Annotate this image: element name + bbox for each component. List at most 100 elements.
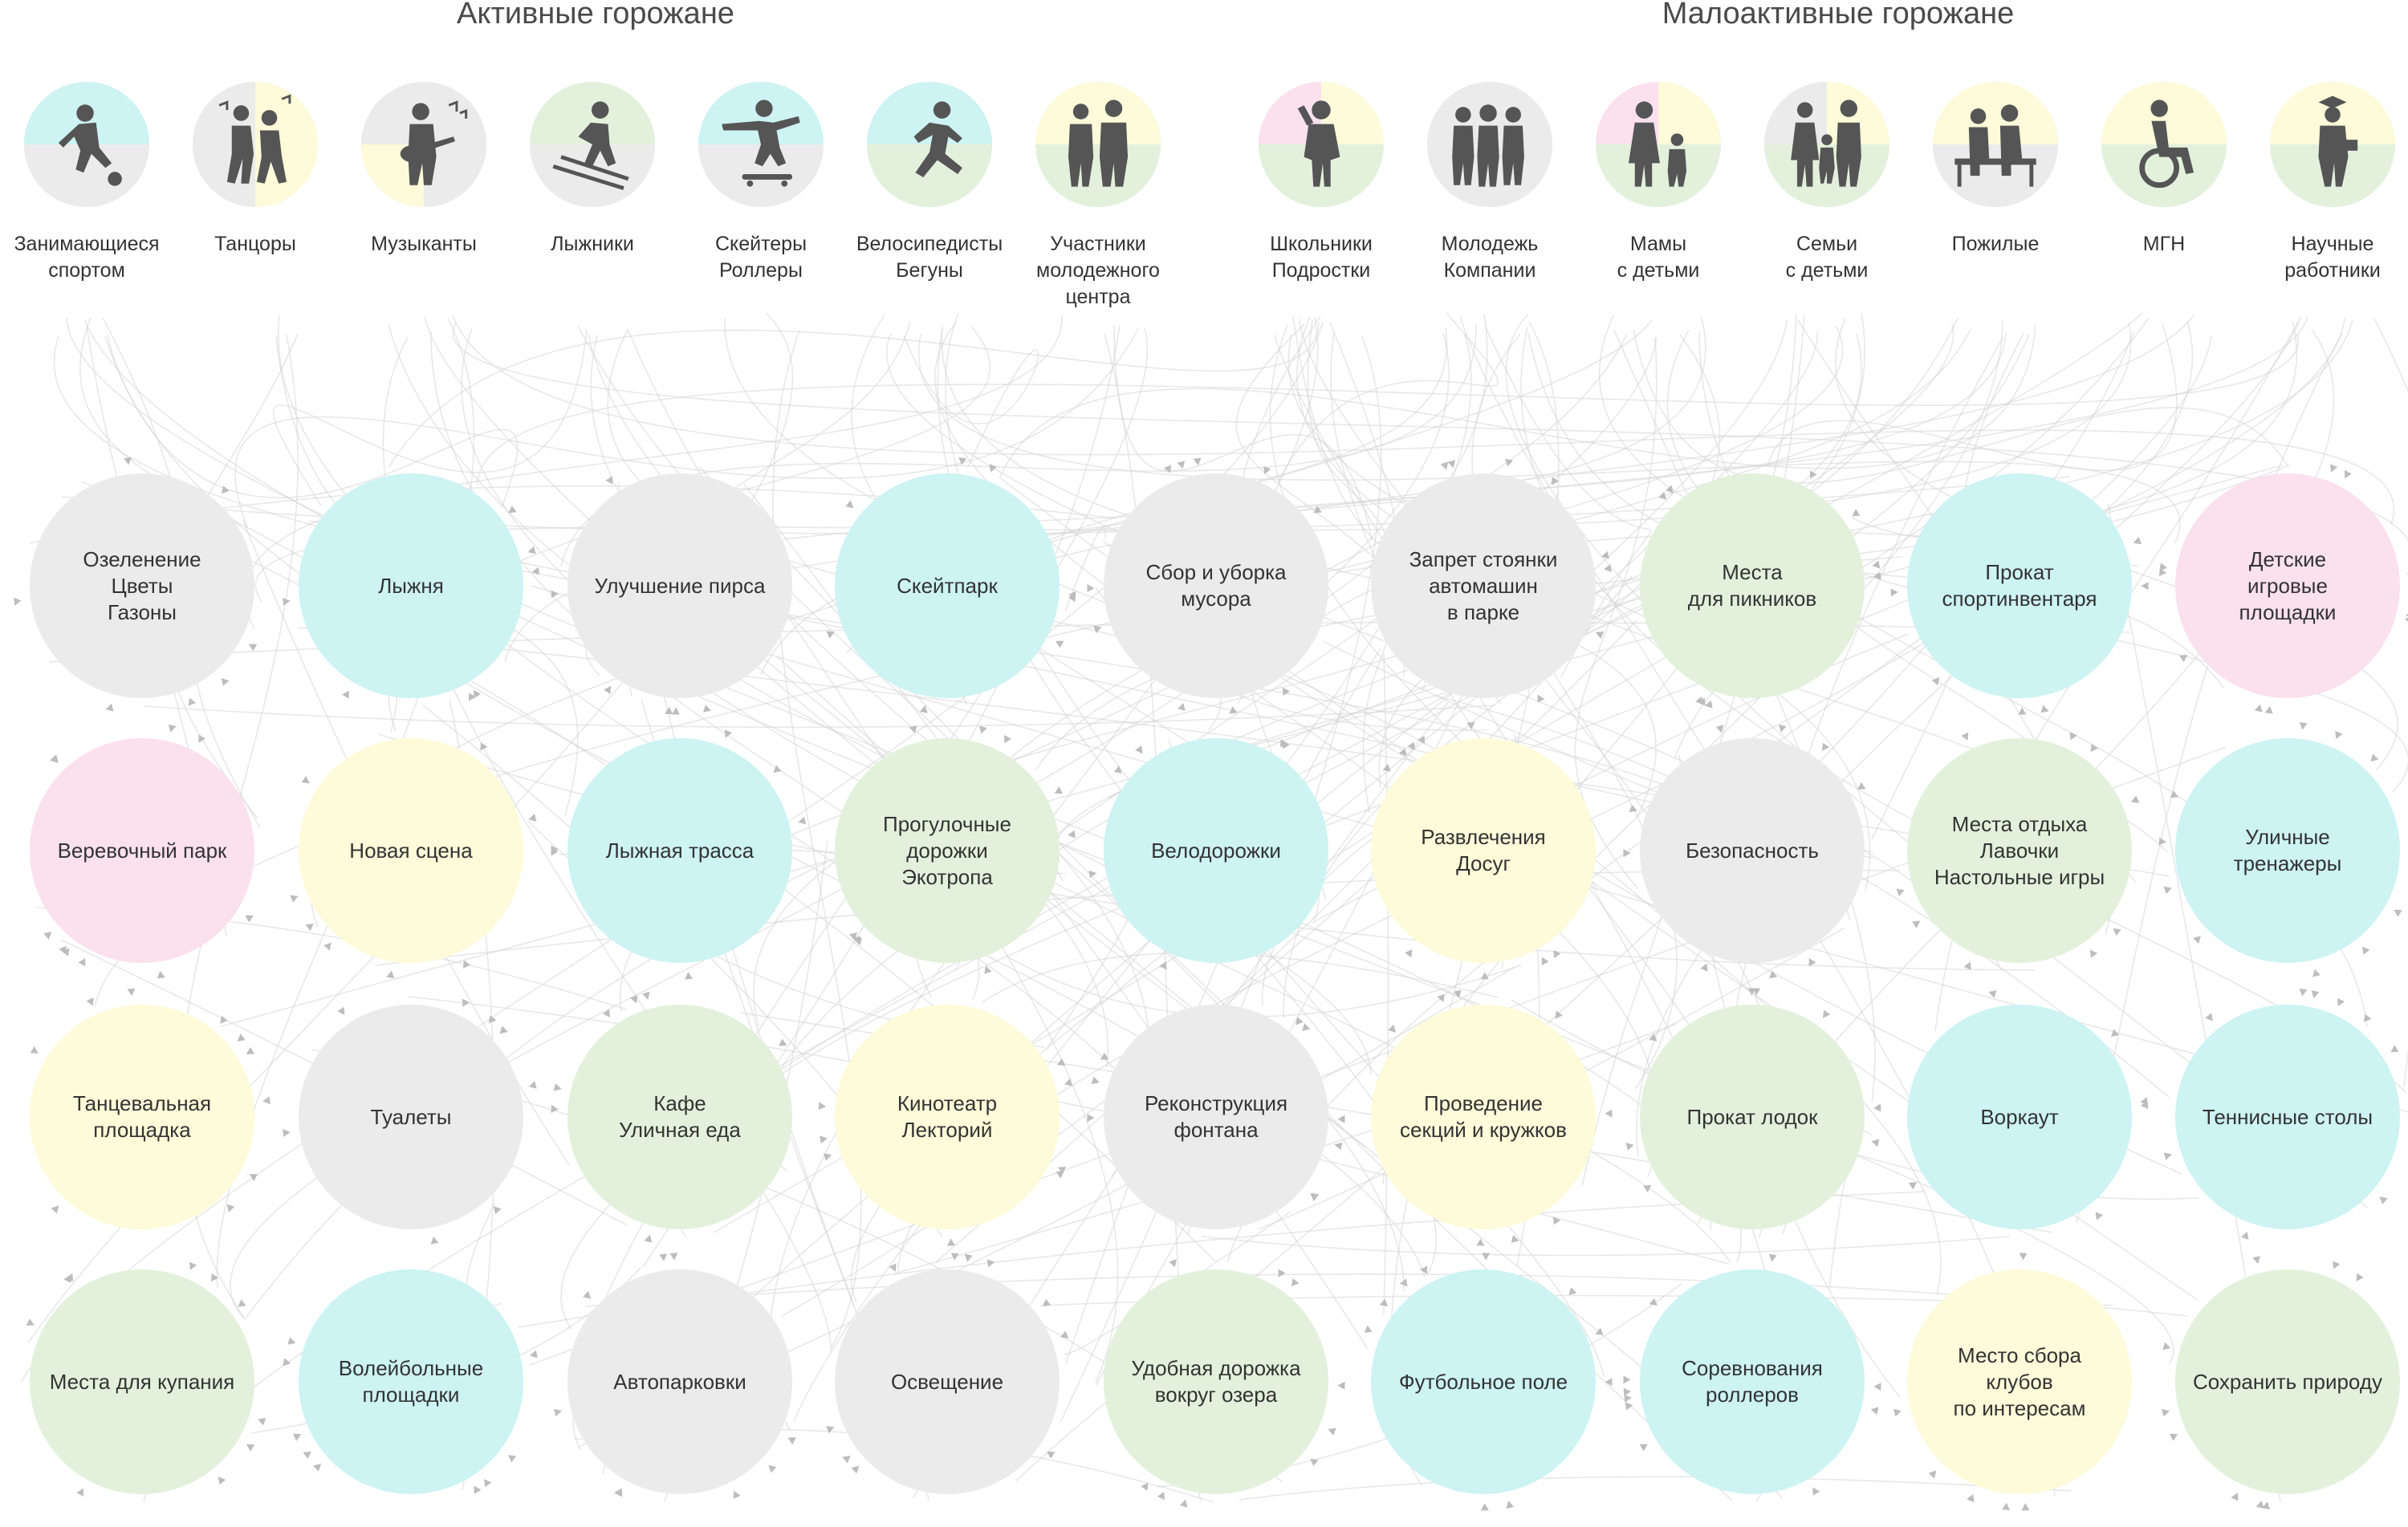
arrowhead-icon: [1388, 1024, 1397, 1033]
arrowhead-icon: [1852, 509, 1861, 517]
arrowhead-icon: [1311, 1192, 1320, 1201]
arrowhead-icon: [2163, 886, 2172, 895]
football-player-icon: [58, 104, 122, 186]
arrowhead-icon: [1908, 1182, 1918, 1190]
connection-line: [1636, 322, 2300, 1158]
need-label: Теннисные столы: [2202, 1104, 2373, 1129]
arrowhead-icon: [1400, 1278, 1408, 1287]
arrowhead-icon: [86, 997, 94, 1006]
badge-quadrant: [24, 144, 87, 207]
persona-item: Занимающиеся спортом: [0, 0, 175, 284]
arrowhead-icon: [246, 1046, 255, 1054]
persona-badge: [698, 82, 824, 207]
persona-label: Скейтеры Роллеры: [714, 233, 807, 282]
badge-quadrant: [2101, 144, 2164, 207]
skateboarder-icon: [722, 99, 800, 187]
persona-label: Пожилые: [1951, 233, 2040, 255]
arrowhead-icon: [2231, 1492, 2239, 1501]
arrowhead-icon: [842, 1456, 851, 1464]
arrowhead-icon: [2089, 949, 2098, 958]
arrowhead-icon: [2404, 617, 2408, 623]
arrowhead-icon: [337, 1006, 345, 1015]
arrowhead-icon: [665, 706, 673, 715]
connection-line: [388, 321, 1320, 469]
arrowhead-icon: [2337, 997, 2345, 1007]
connection-line: [1201, 1236, 2010, 1257]
need-node: Скейтпарк: [835, 473, 1060, 698]
need-label: Лыжня: [378, 573, 444, 598]
arrowhead-icon: [1553, 949, 1561, 959]
arrowhead-icon: [2255, 1501, 2264, 1509]
arrowhead-icon: [2002, 1502, 2010, 1511]
arrowhead-icon: [2162, 1408, 2170, 1417]
arrowhead-icon: [733, 1490, 741, 1500]
arrowhead-icon: [644, 1234, 653, 1243]
arrowhead-icon: [493, 1206, 502, 1215]
arrowhead-icon: [787, 1437, 796, 1445]
persona-item: Школьники Подростки: [1233, 0, 1409, 284]
connection-line: [1633, 329, 2288, 484]
arrowhead-icon: [2333, 1261, 2341, 1269]
arrowhead-icon: [551, 847, 559, 856]
arrowhead-icon: [2179, 655, 2188, 663]
arrowhead-icon: [1715, 725, 1724, 733]
arrowhead-icon: [1177, 461, 1186, 469]
arrowhead-icon: [1056, 1171, 1064, 1179]
need-label: Волейбольные площадки: [338, 1356, 484, 1407]
connection-line: [886, 332, 2002, 970]
need-label: Озеленение Цветы Газоны: [83, 546, 201, 624]
arrowhead-icon: [313, 1464, 322, 1472]
arrowhead-icon: [528, 1081, 537, 1089]
arrowhead-icon: [851, 1465, 860, 1474]
arrowhead-icon: [342, 690, 349, 699]
arrowhead-icon: [1604, 564, 1612, 572]
arrowhead-icon: [508, 506, 517, 514]
arrowhead-icon: [2193, 936, 2201, 944]
need-node: Места для купания: [30, 1269, 254, 1494]
arrowhead-icon: [1872, 560, 1881, 569]
arrowhead-icon: [1057, 1058, 1066, 1066]
arrowhead-icon: [2262, 1501, 2271, 1510]
connection-line: [1767, 323, 2178, 471]
persona-label: Мамы с детьми: [1617, 233, 1700, 282]
arrowhead-icon: [2329, 464, 2338, 473]
arrowhead-icon: [1476, 1238, 1485, 1246]
arrowhead-icon: [979, 725, 987, 734]
persona-badge: [1764, 82, 1889, 207]
need-label: Лыжная трасса: [605, 838, 755, 863]
persona-badge: [2270, 82, 2395, 207]
arrowhead-icon: [323, 942, 332, 951]
arrowhead-icon: [1629, 804, 1637, 813]
persona-label: Танцоры: [214, 233, 296, 255]
connection-line: [1511, 999, 2199, 1200]
arrowhead-icon: [724, 729, 732, 738]
arrowhead-icon: [826, 631, 835, 639]
arrowhead-icon: [1961, 732, 1969, 741]
arrowhead-icon: [463, 960, 471, 969]
arrowhead-icon: [773, 765, 782, 773]
arrowhead-icon: [823, 1153, 832, 1161]
arrowhead-icon: [1178, 703, 1186, 711]
arrowhead-icon: [531, 567, 539, 575]
need-label: Соревнования роллеров: [1682, 1356, 1823, 1407]
need-node: Веревочный парк: [30, 738, 254, 963]
arrowhead-icon: [615, 1488, 623, 1497]
arrowhead-icon: [984, 965, 992, 974]
need-node: Соревнования роллеров: [1640, 1269, 1865, 1494]
need-node: Развлечения Досуг: [1371, 738, 1596, 963]
arrowhead-icon: [2406, 614, 2408, 617]
arrowhead-icon: [2311, 990, 2320, 999]
persona-item: Танцоры: [167, 0, 344, 258]
arrowhead-icon: [989, 464, 998, 473]
connection-line: [753, 313, 1488, 1026]
arrowhead-icon: [1821, 742, 1830, 751]
connection-line: [1064, 526, 1106, 612]
guitarist-icon: [400, 100, 468, 185]
persona-item: МГН: [2076, 0, 2252, 258]
connection-line: [272, 328, 588, 506]
arrowhead-icon: [305, 923, 314, 932]
need-node: Прокат спортинвентаря: [1907, 473, 2132, 698]
arrowhead-icon: [1282, 740, 1290, 749]
arrowhead-icon: [480, 742, 488, 751]
arrowhead-icon: [583, 1290, 592, 1299]
